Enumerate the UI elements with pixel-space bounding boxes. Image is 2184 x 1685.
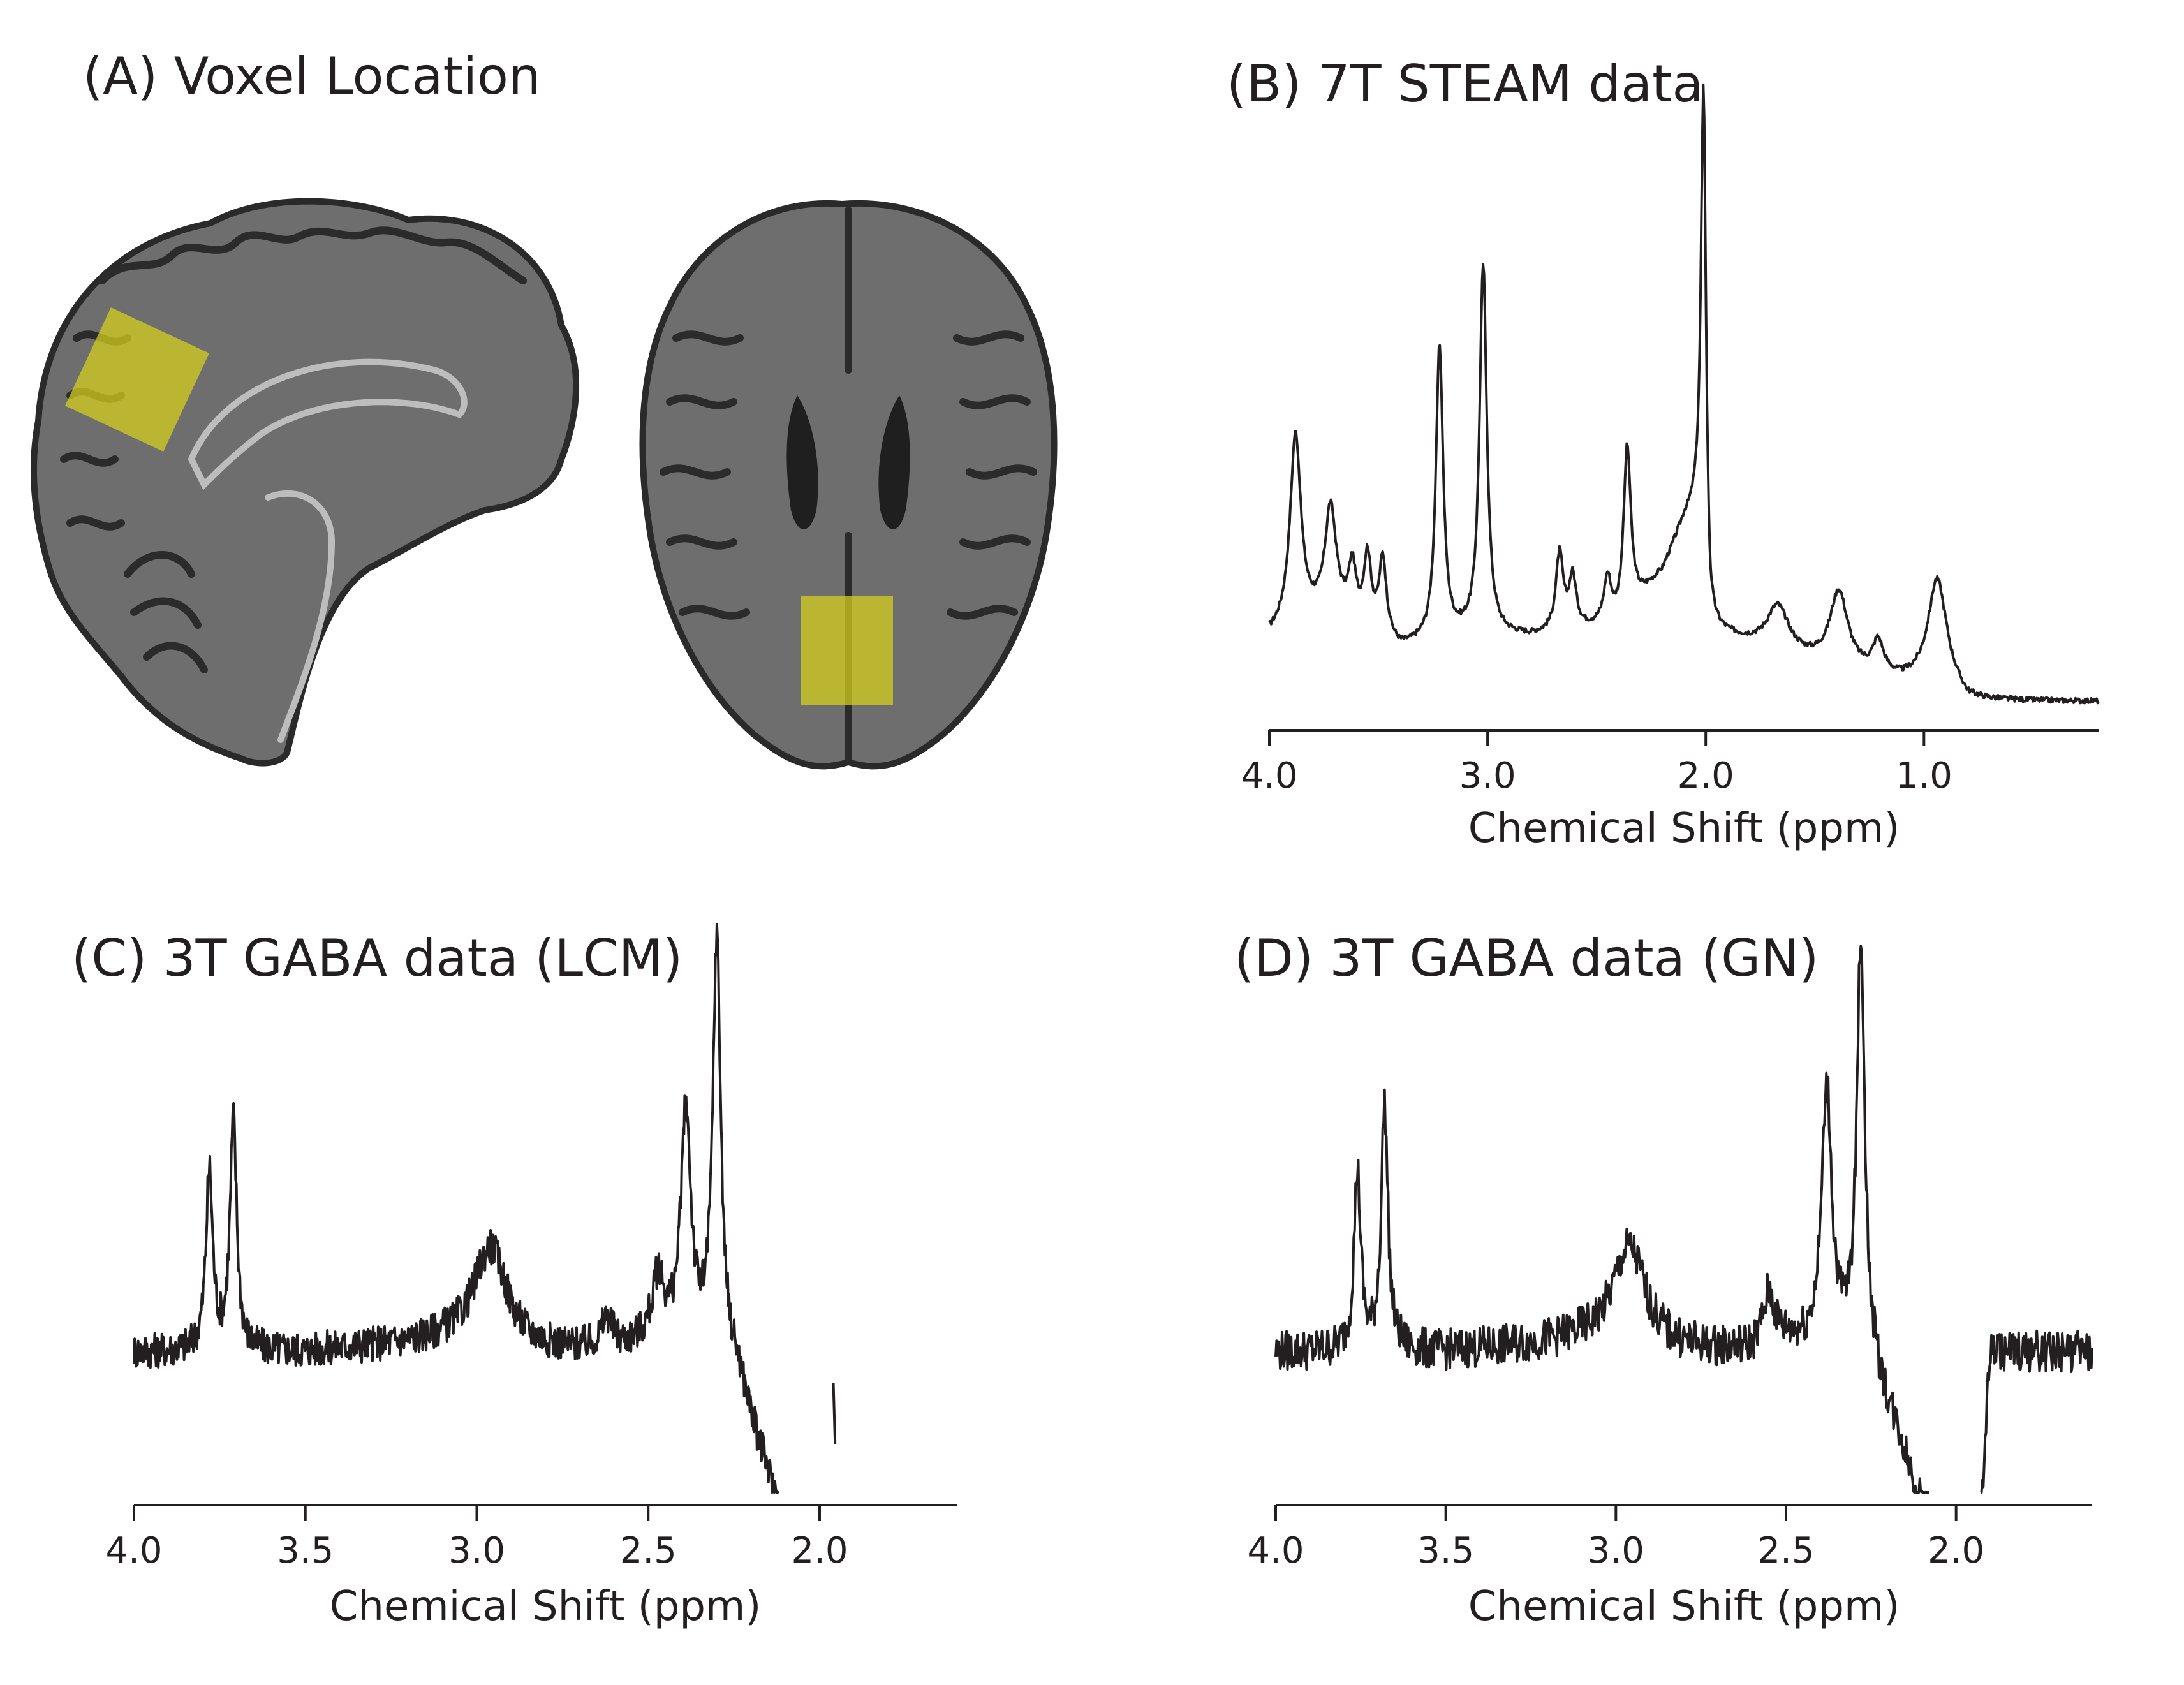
sagittal-voxel-marker bbox=[65, 307, 209, 452]
gaba-gn-spectrum-line bbox=[1274, 945, 2093, 1494]
chart-7t-steam: 4.0 3.0 2.0 1.0 Chemical Shift (ppm) bbox=[1241, 83, 2100, 852]
gaba-lcm-residual-segment bbox=[832, 1382, 837, 1445]
panel-d-title: (D) 3T GABA data (GN) bbox=[1234, 929, 1819, 988]
x-tick-label: 4.0 bbox=[1247, 1530, 1304, 1571]
x-tick-label: 3.5 bbox=[1417, 1530, 1474, 1571]
steam-spectrum-line bbox=[1268, 83, 2100, 705]
x-tick-label: 4.0 bbox=[1241, 755, 1297, 797]
axial-voxel-marker bbox=[801, 596, 893, 705]
chart-3t-gaba-gn: 4.0 3.5 3.0 2.5 2.0 Chemical Shift (ppm) bbox=[1247, 945, 2093, 1630]
x-tick-label: 2.5 bbox=[1757, 1530, 1814, 1571]
x-axis: 4.0 3.5 3.0 2.5 2.0 Chemical Shift (ppm) bbox=[105, 1504, 957, 1630]
sagittal-brain-image bbox=[30, 198, 580, 767]
panel-a-title: (A) Voxel Location bbox=[83, 47, 541, 106]
x-tick-label: 3.0 bbox=[1459, 755, 1516, 797]
x-tick-label: 2.0 bbox=[1928, 1530, 1984, 1571]
gaba-lcm-spectrum-line bbox=[133, 923, 780, 1494]
x-axis-label: Chemical Shift (ppm) bbox=[1468, 805, 1900, 852]
voxel-location-images bbox=[30, 198, 1058, 770]
x-tick-label: 2.0 bbox=[791, 1530, 848, 1571]
panel-c-title: (C) 3T GABA data (LCM) bbox=[71, 929, 683, 988]
x-axis: 4.0 3.0 2.0 1.0 Chemical Shift (ppm) bbox=[1241, 729, 2099, 852]
x-tick-label: 2.5 bbox=[620, 1530, 677, 1571]
x-axis-label: Chemical Shift (ppm) bbox=[1468, 1583, 1900, 1630]
x-tick-label: 3.0 bbox=[448, 1530, 505, 1571]
x-axis: 4.0 3.5 3.0 2.5 2.0 Chemical Shift (ppm) bbox=[1247, 1504, 2092, 1630]
x-tick-label: 3.5 bbox=[277, 1530, 334, 1571]
x-tick-label: 1.0 bbox=[1896, 755, 1952, 797]
chart-3t-gaba-lcm: 4.0 3.5 3.0 2.5 2.0 Chemical Shift (ppm) bbox=[105, 923, 957, 1630]
x-tick-label: 3.0 bbox=[1588, 1530, 1644, 1571]
panel-b-title: (B) 7T STEAM data bbox=[1227, 54, 1704, 114]
x-axis-label: Chemical Shift (ppm) bbox=[330, 1583, 762, 1630]
axial-brain-image bbox=[639, 200, 1058, 770]
x-tick-label: 4.0 bbox=[105, 1530, 162, 1571]
x-tick-label: 2.0 bbox=[1678, 755, 1734, 797]
